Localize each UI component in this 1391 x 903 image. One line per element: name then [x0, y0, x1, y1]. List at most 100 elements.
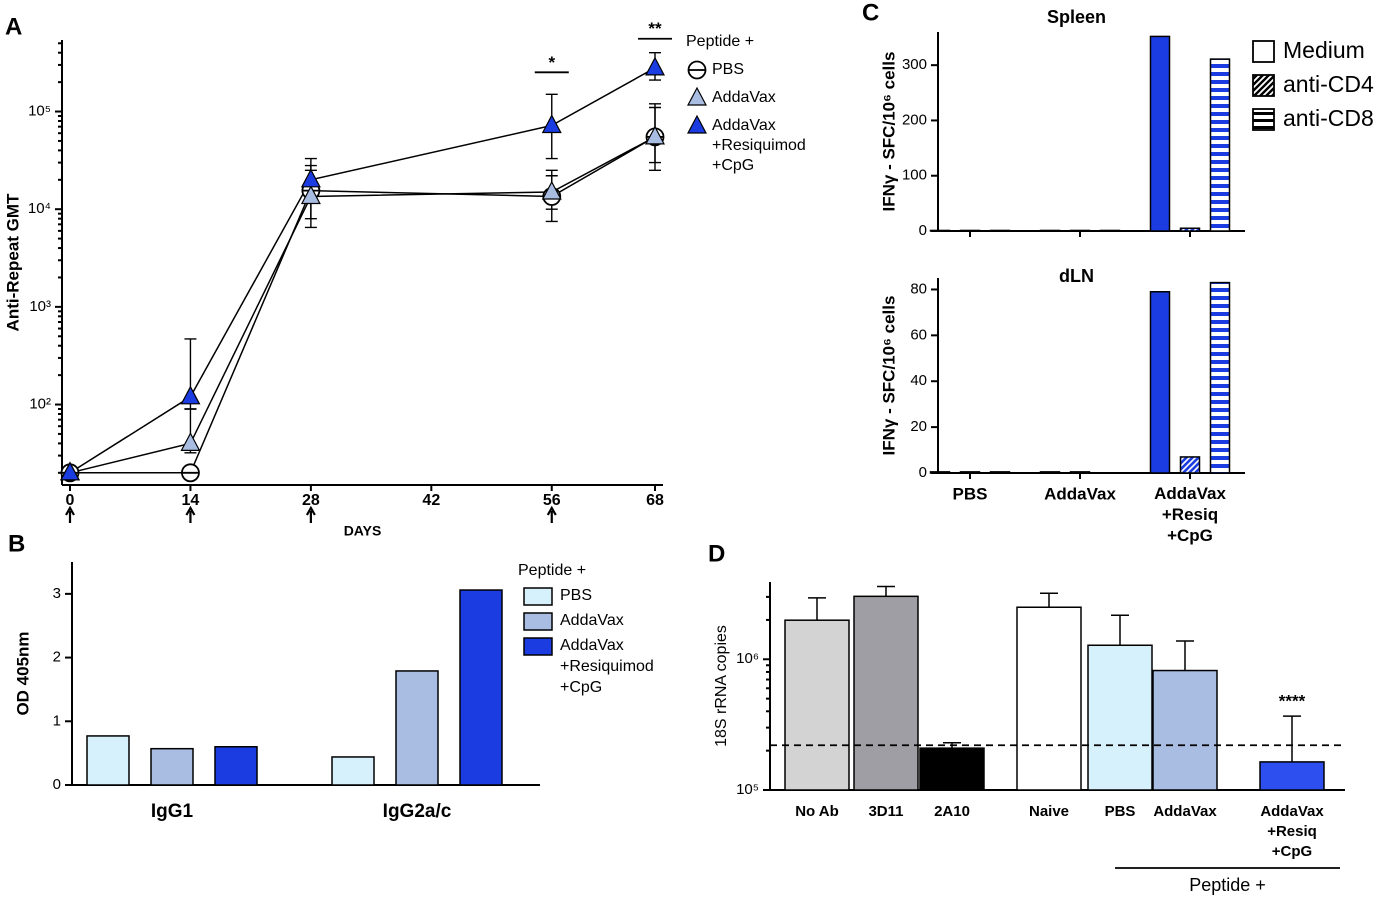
bar — [395, 670, 439, 786]
marker — [687, 86, 707, 106]
y-tick-label: 200 — [902, 111, 927, 128]
bar — [1039, 471, 1061, 474]
legend-swatch — [523, 637, 553, 656]
y-tick-label: 60 — [910, 326, 927, 343]
panel-letter: B — [8, 530, 25, 557]
marker — [541, 180, 562, 200]
y-tick-label: 10⁴ — [28, 200, 51, 217]
legend-swatch — [1252, 108, 1275, 131]
error-bar — [649, 106, 661, 164]
annotation: * — [548, 53, 555, 72]
y-axis-label: 18S rRNA copies — [713, 625, 730, 747]
y-tick-label: 0 — [53, 776, 61, 793]
marker — [645, 125, 665, 145]
legend-label: AddaVax +Resiquimod +CpG — [560, 637, 654, 696]
error-bar — [304, 169, 317, 229]
marker — [300, 185, 321, 205]
y-tick-label: 80 — [910, 280, 927, 297]
bar — [853, 595, 919, 791]
group-label: Peptide + — [1189, 875, 1266, 895]
legend-swatch — [523, 612, 553, 631]
panel-letter: C — [862, 0, 879, 26]
bar — [150, 747, 194, 786]
bar — [1069, 471, 1091, 474]
bar — [1069, 229, 1091, 232]
y-axis-label: Anti-Repeat GMT — [3, 193, 22, 332]
bar — [214, 746, 258, 786]
bar — [784, 619, 850, 791]
y-tick-label: 2 — [53, 649, 61, 666]
legend-label: AddaVax +Resiquimod +CpG — [712, 117, 806, 174]
bar — [1209, 281, 1231, 474]
x-tick-label: No Ab — [795, 803, 839, 820]
y-tick-label: 10² — [29, 396, 51, 413]
error-bar — [1176, 640, 1194, 671]
bar — [1149, 291, 1171, 474]
bar — [1179, 456, 1201, 474]
legend-label: AddaVax — [712, 89, 776, 106]
y-tick-label: 40 — [910, 372, 927, 389]
x-tick-label: 3D11 — [868, 803, 903, 820]
marker — [541, 114, 562, 134]
bar — [1087, 644, 1153, 791]
bar — [929, 229, 951, 232]
marker — [300, 168, 321, 188]
legend-swatch — [1252, 74, 1275, 97]
legend-title: Peptide + — [518, 562, 586, 579]
y-tick-label: 10³ — [29, 298, 51, 315]
bar — [929, 471, 951, 474]
marker — [645, 56, 665, 76]
bar — [1039, 229, 1061, 232]
arrow — [185, 505, 196, 523]
series-line — [70, 136, 656, 474]
x-axis-label: DAYS — [344, 523, 382, 539]
error-bar — [877, 585, 895, 597]
bar — [989, 471, 1011, 474]
x-tick-label: 0 — [66, 492, 75, 509]
x-tick-label: PBS — [1105, 803, 1136, 820]
bar — [989, 229, 1011, 232]
marker — [60, 461, 80, 481]
annotation: ** — [648, 19, 662, 38]
x-tick-label: IgG1 — [151, 801, 194, 822]
arrow — [305, 505, 316, 523]
x-tick-label: IgG2a/c — [383, 801, 452, 822]
bar — [959, 471, 981, 474]
bar — [331, 756, 375, 786]
bar — [959, 229, 981, 232]
legend-label: anti-CD8 — [1283, 105, 1374, 131]
error-bar — [545, 93, 558, 160]
y-axis-label: OD 405nm — [13, 631, 32, 715]
arrow — [546, 505, 557, 523]
x-tick-label: 2A10 — [934, 803, 970, 820]
legend-swatch — [1252, 40, 1275, 63]
y-tick-label: 10⁵ — [736, 781, 759, 798]
marker — [687, 114, 707, 134]
panel-letter: A — [5, 13, 22, 40]
error-bar — [1283, 715, 1301, 762]
panel-letter: D — [708, 540, 725, 567]
y-tick-label: 10⁶ — [736, 650, 759, 667]
x-tick-label: 56 — [543, 492, 561, 509]
bar — [1259, 761, 1325, 791]
bar — [1209, 58, 1231, 232]
bar — [1016, 606, 1082, 791]
series-line — [69, 67, 656, 474]
x-tick-label: 42 — [422, 492, 440, 509]
annotation: **** — [1279, 692, 1306, 711]
x-tick-label: PBS — [953, 484, 988, 503]
y-tick-label: 0 — [919, 222, 927, 239]
marker — [180, 385, 201, 405]
chart-title: dLN — [1059, 266, 1094, 286]
bar — [1179, 227, 1201, 232]
legend-label: Medium — [1283, 37, 1365, 63]
legend-label: PBS — [560, 587, 592, 604]
arrow — [65, 505, 75, 523]
x-tick-label: 14 — [182, 492, 200, 509]
marker — [181, 463, 200, 483]
legend-swatch — [523, 587, 553, 606]
x-tick-label: AddaVax +Resiq +CpG — [1154, 484, 1226, 545]
legend-label: anti-CD4 — [1283, 71, 1374, 97]
bar — [1152, 669, 1218, 791]
